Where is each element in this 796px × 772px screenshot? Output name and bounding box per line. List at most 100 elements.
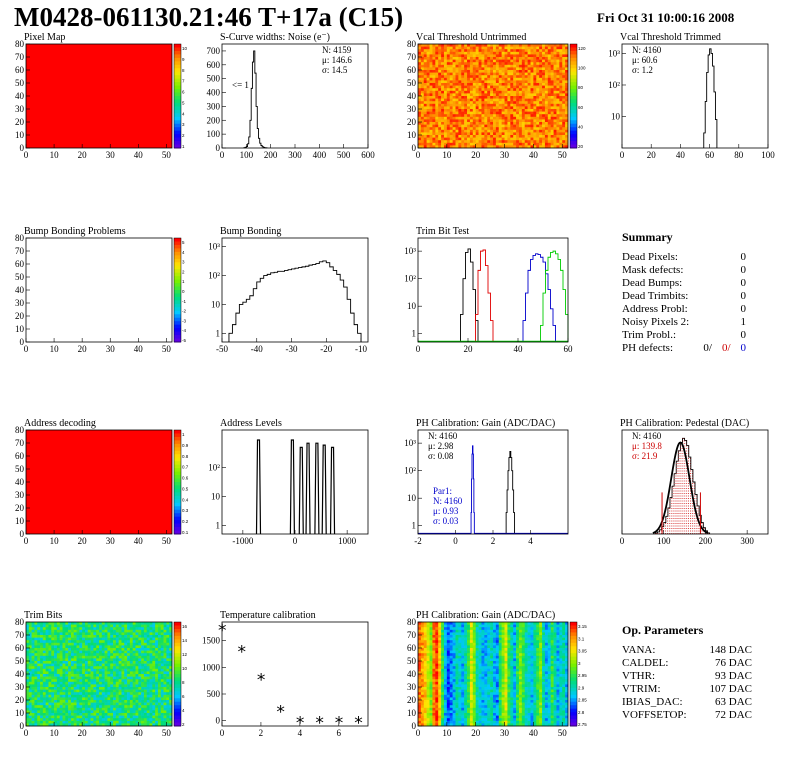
heatmap-cell [418,140,422,144]
heatmap-cell [62,661,66,664]
heatmap-cell [40,635,44,638]
heatmap-cell [432,75,436,79]
heatmap-cell [420,694,425,698]
heatmap-cell [101,648,105,651]
heatmap-cell [423,650,427,654]
heatmap-cell [84,705,89,709]
heatmap-cell [96,723,100,727]
heatmap-cell [84,723,89,727]
heatmap-cell [107,640,111,644]
heatmap-cell [62,697,66,701]
x-tick-label: 2 [259,728,264,738]
heatmap-cell [530,116,534,120]
heatmap-cell [124,637,128,641]
colorbar-segment [570,137,577,142]
heatmap-cell [127,705,131,709]
heatmap-cell [530,72,534,76]
heatmap-cell [157,640,162,644]
heatmap-cell [461,127,465,131]
heatmap-cell [76,684,80,688]
y-tick-label: 50 [15,656,25,666]
y-tick-label: 1 [412,329,417,339]
heatmap-cell [59,632,63,636]
heatmap-cell [518,129,523,133]
colorbar-segment [174,64,181,69]
heatmap-cell [65,707,69,711]
heatmap-cell [37,676,41,680]
heatmap-cell [149,655,153,659]
heatmap-cell [115,689,119,693]
colorbar-segment [570,113,577,118]
heatmap-cell [469,46,474,50]
heatmap-cell [484,135,488,138]
heatmap-cell [536,77,540,81]
heatmap-cell [135,661,139,664]
heatmap-cell [527,49,531,53]
heatmap-cell [93,692,97,696]
heatmap-cell [54,707,58,711]
heatmap-cell [420,98,425,102]
heatmap-cell [429,135,433,138]
heatmap-cell [472,106,476,110]
heatmap-cell [143,689,148,693]
heatmap-cell [135,715,139,719]
heatmap-cell [104,627,108,631]
heatmap-cell [429,83,433,86]
heatmap-cell [493,51,497,55]
heatmap-cell [65,671,69,675]
heatmap-cell [79,666,83,670]
heatmap-cell [141,655,145,659]
heatmap-cell [472,122,476,125]
heatmap-cell [527,83,531,86]
heatmap-cell [423,627,427,631]
heatmap-cell [65,632,69,636]
heatmap-cell [452,145,456,149]
heatmap-cell [166,645,170,649]
heatmap-cell [501,49,505,53]
heatmap-cell [110,679,114,683]
heatmap-cell [524,101,528,105]
heatmap-cell [464,51,468,55]
colorbar-segment [174,262,181,267]
heatmap-cell [90,642,94,646]
heatmap-cell [559,137,563,141]
heatmap-cell [432,64,436,68]
heatmap-cell [169,635,173,638]
heatmap-cell [542,119,546,123]
heatmap-cell [533,124,537,128]
heatmap-cell [498,111,502,115]
heatmap-cell [504,109,508,112]
heatmap-cell [90,637,94,641]
heatmap-cell [129,702,133,706]
heatmap-cell [550,106,554,110]
heatmap-cell [146,687,150,690]
heatmap-cell [70,642,75,646]
heatmap-cell [513,145,517,149]
heatmap-cell [478,145,482,149]
heatmap-cell [475,142,479,146]
heatmap-cell [458,80,462,84]
heatmap-cell [42,715,46,719]
heatmap-cell [498,49,502,53]
heatmap-cell [536,44,540,47]
heatmap-cell [166,642,170,646]
heatmap-cell [96,668,100,672]
heatmap-cell [469,114,474,118]
heatmap-cell [155,629,159,633]
heatmap-cell [118,684,122,688]
heatmap-cell [504,75,508,79]
heatmap-cell [516,137,520,141]
heatmap-cell [467,67,471,71]
heatmap-cell [96,622,100,625]
heatmap-cell [113,668,117,672]
heatmap-cell [432,106,436,110]
heatmap-cell [472,114,476,118]
y-tick-label: 500 [207,74,221,84]
heatmap-cell [141,684,145,688]
colorbar-segment [570,68,577,73]
heatmap-cell [481,116,485,120]
heatmap-cell [54,676,58,680]
heatmap-cell [79,705,83,709]
heatmap-cell [556,75,560,79]
heatmap-cell [510,114,514,118]
